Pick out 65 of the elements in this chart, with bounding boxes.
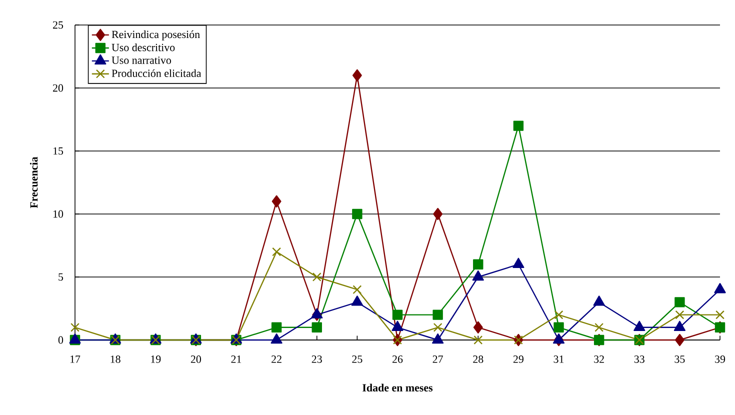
- point: [270, 333, 282, 344]
- point: [675, 310, 684, 320]
- point: [272, 247, 282, 256]
- y-tick-label: 0: [58, 336, 64, 344]
- point: [352, 208, 362, 220]
- point: [472, 270, 484, 281]
- y-tick-label: 10: [53, 210, 64, 218]
- point: [674, 334, 684, 346]
- y-tick-label: 15: [53, 147, 64, 155]
- point: [272, 195, 282, 208]
- x-tick-label: 33: [634, 356, 644, 363]
- point: [432, 310, 443, 320]
- point: [716, 310, 724, 320]
- x-tick-label: 39: [715, 356, 726, 363]
- point: [352, 69, 362, 82]
- point: [352, 285, 362, 294]
- point: [392, 310, 403, 320]
- y-axis-title: Frecuencia: [30, 156, 38, 208]
- x-tick-label: 17: [70, 356, 80, 363]
- y-tick-label: 20: [53, 84, 64, 92]
- point: [432, 333, 444, 344]
- point: [512, 258, 524, 268]
- point: [552, 333, 565, 344]
- point: [433, 208, 443, 220]
- x-tick-label: 22: [272, 356, 282, 363]
- point: [554, 310, 564, 320]
- point: [634, 320, 646, 331]
- point: [312, 322, 322, 332]
- point: [473, 321, 483, 334]
- x-tick-label: 28: [473, 356, 484, 363]
- x-tick-label: 29: [513, 356, 524, 363]
- x-tick-label: 26: [392, 356, 403, 363]
- x-axis-title: Idade en meses: [362, 384, 433, 392]
- x-tick-label: 23: [312, 356, 322, 363]
- point: [674, 320, 686, 331]
- x-tick-label: 18: [110, 356, 120, 363]
- point: [311, 308, 323, 318]
- x-tick-label: 21: [231, 356, 242, 363]
- legend-label: Producción elicitada: [112, 69, 202, 78]
- x-tick-label: 19: [151, 356, 161, 363]
- point: [433, 322, 442, 332]
- point: [271, 322, 282, 332]
- y-tick-label: 5: [58, 273, 64, 281]
- x-tick-label: 35: [674, 356, 685, 363]
- point: [714, 283, 726, 294]
- point: [473, 259, 484, 270]
- legend-label: Uso descritivo: [112, 43, 175, 52]
- point: [554, 322, 564, 332]
- point: [594, 322, 604, 332]
- point: [312, 272, 322, 282]
- point: [593, 296, 605, 306]
- x-tick-label: 25: [352, 356, 362, 363]
- point: [513, 120, 524, 131]
- x-tick-label: 32: [594, 356, 604, 363]
- point: [351, 296, 363, 306]
- point: [674, 297, 685, 308]
- legend-label: Reivindica posesión: [112, 30, 200, 40]
- x-tick-label: 20: [190, 356, 201, 363]
- point: [392, 320, 404, 331]
- y-tick-label: 25: [53, 21, 64, 29]
- legend-label: Uso narrativo: [112, 56, 172, 64]
- x-tick-label: 27: [432, 356, 443, 363]
- point: [70, 322, 80, 332]
- point: [474, 336, 483, 344]
- x-tick-label: 31: [554, 356, 564, 363]
